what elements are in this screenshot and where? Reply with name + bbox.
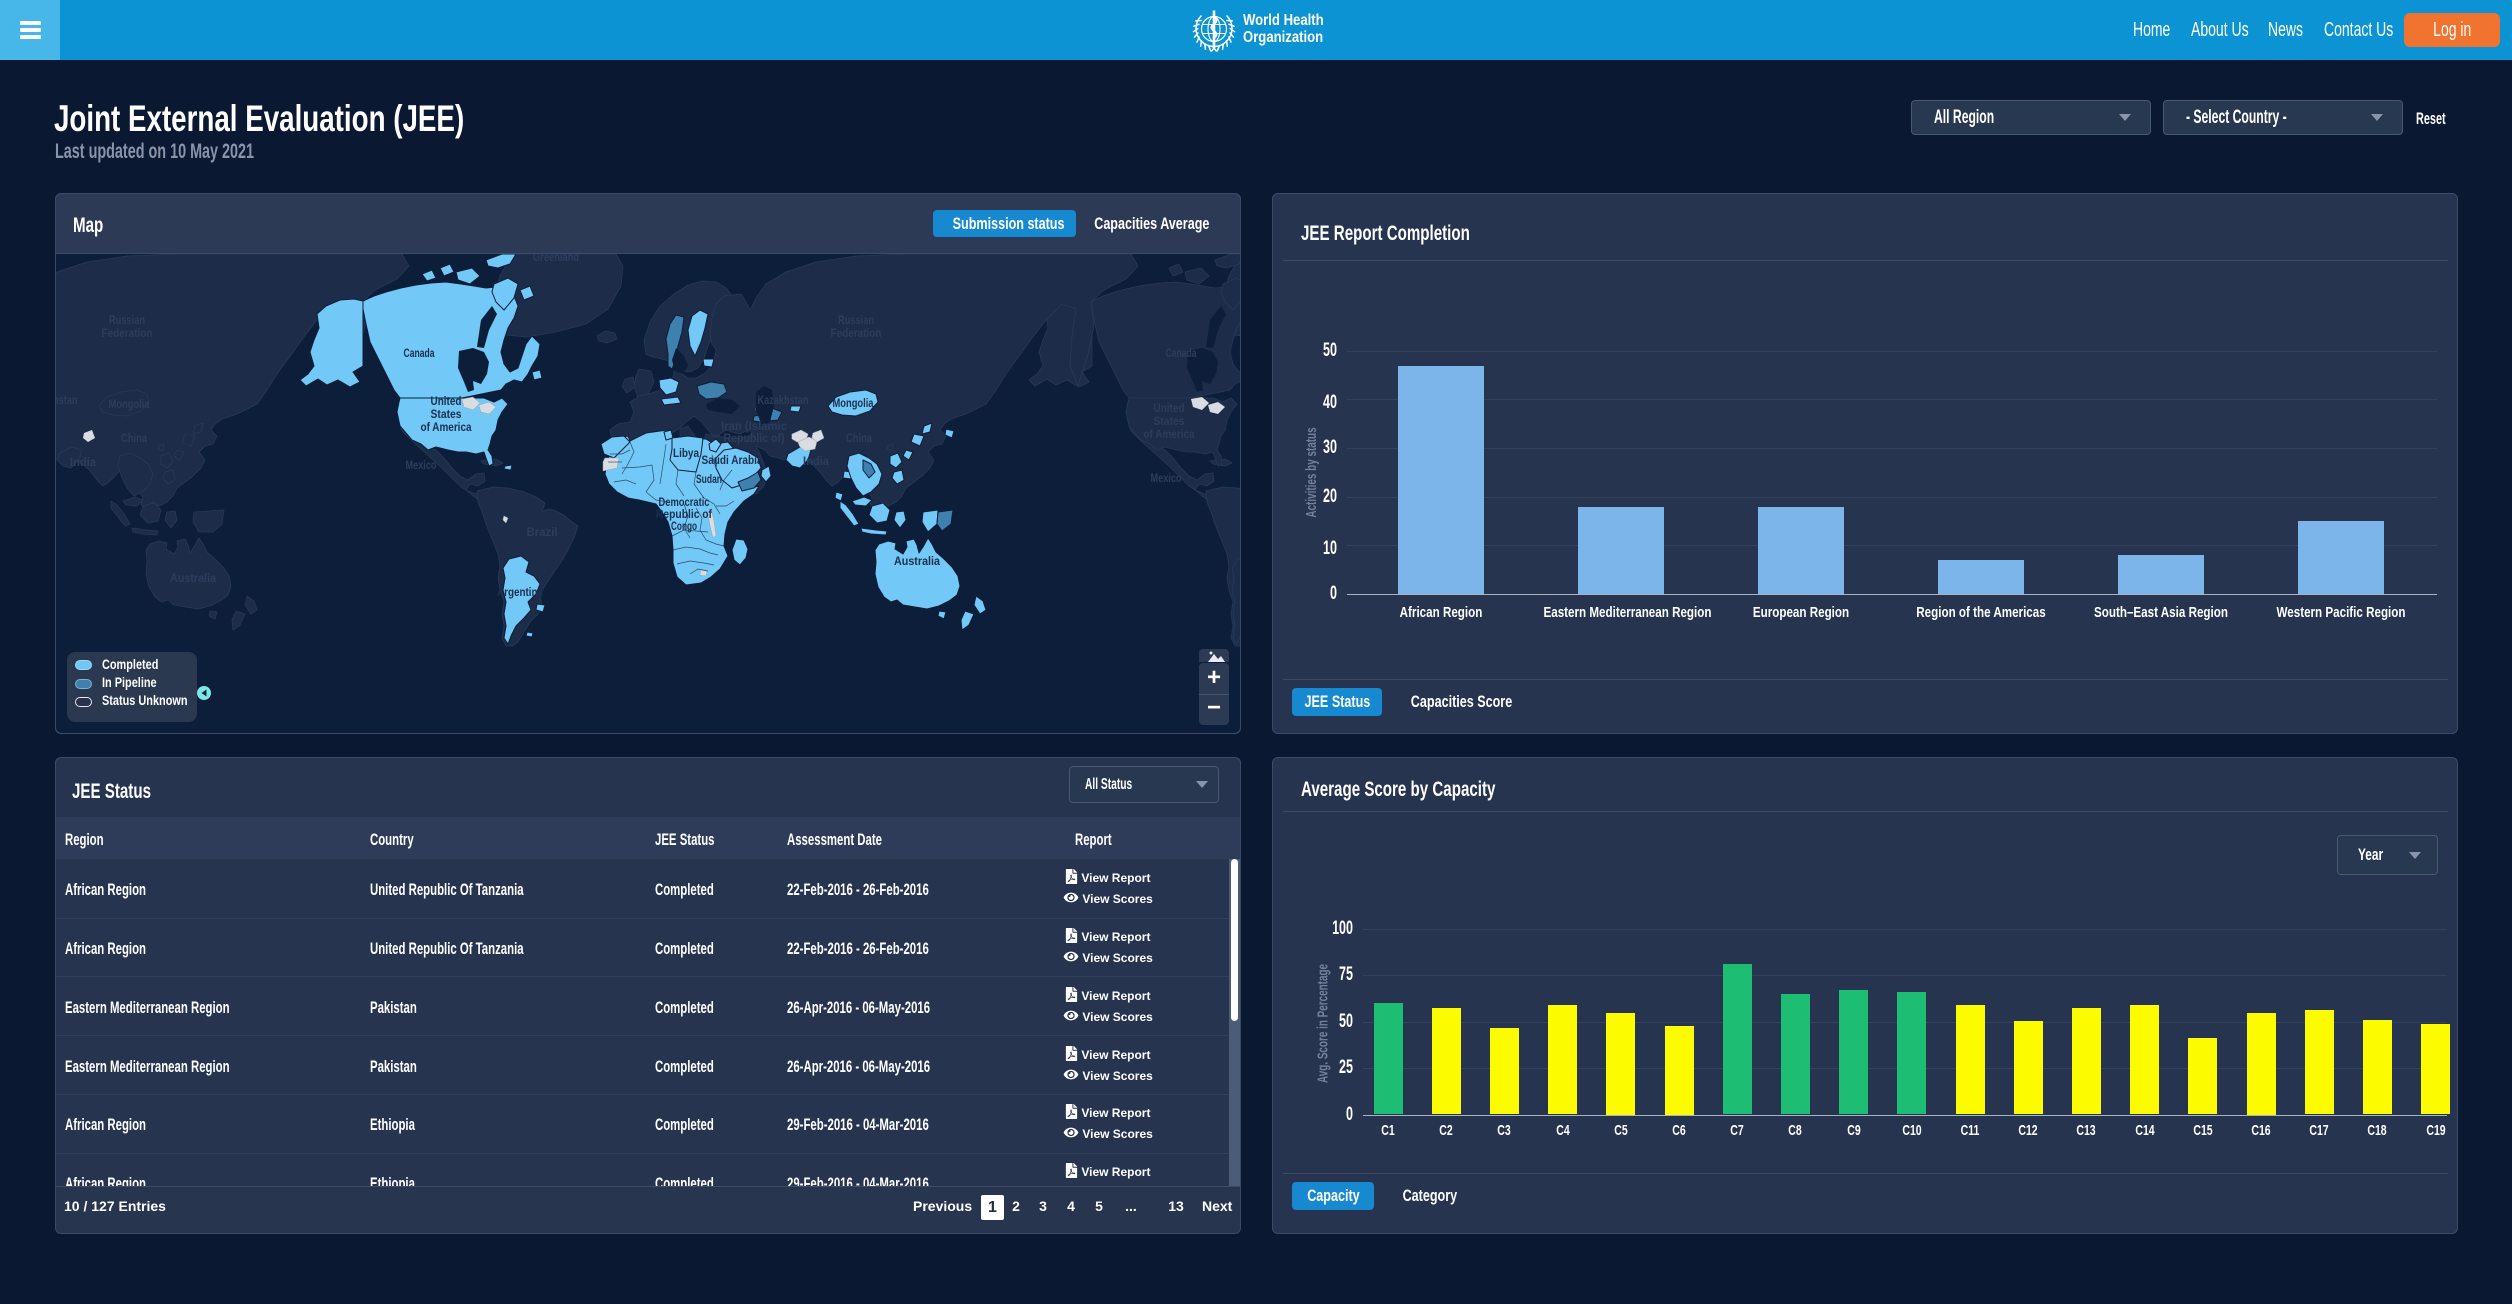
svg-text:Russian: Russian	[838, 315, 874, 327]
svg-text:Australia: Australia	[170, 573, 217, 585]
svg-text:Congo: Congo	[671, 521, 697, 533]
svg-text:Sudan: Sudan	[696, 474, 722, 486]
svg-text:States: States	[431, 409, 462, 421]
svg-text:Federation: Federation	[831, 328, 882, 340]
svg-text:China: China	[846, 433, 872, 445]
svg-text:Russian: Russian	[109, 315, 145, 327]
svg-text:Mexico: Mexico	[1151, 473, 1182, 485]
svg-text:Libya: Libya	[673, 448, 700, 460]
svg-text:States: States	[1154, 416, 1185, 428]
svg-text:of America: of America	[421, 422, 473, 434]
svg-text:Saudi Arabia: Saudi Arabia	[702, 455, 764, 467]
svg-text:Federation: Federation	[102, 328, 153, 340]
svg-text:Democratic: Democratic	[659, 497, 710, 509]
svg-text:Iran (Islamic: Iran (Islamic	[721, 421, 788, 433]
svg-text:Republic of: Republic of	[656, 509, 712, 521]
svg-text:Mongolia: Mongolia	[833, 398, 874, 410]
svg-text:Greenland: Greenland	[533, 254, 579, 264]
svg-text:Republic of): Republic of)	[724, 433, 785, 445]
svg-text:India: India	[70, 457, 97, 469]
svg-text:Mongolia: Mongolia	[109, 399, 150, 411]
svg-text:Kazakhstan: Kazakhstan	[758, 395, 809, 407]
svg-text:Canada: Canada	[404, 348, 435, 360]
svg-text:China: China	[121, 433, 147, 445]
svg-text:Kazakhstan: Kazakhstan	[56, 395, 78, 407]
svg-text:Mexico: Mexico	[406, 460, 437, 472]
svg-text:India: India	[803, 456, 830, 468]
svg-text:Brazil: Brazil	[527, 527, 558, 539]
svg-text:Argentina: Argentina	[497, 587, 544, 599]
svg-text:Australia: Australia	[894, 556, 941, 568]
svg-text:United: United	[1154, 403, 1185, 415]
svg-text:of America: of America	[1144, 429, 1196, 441]
svg-text:United: United	[431, 396, 462, 408]
svg-text:Canada: Canada	[1166, 348, 1197, 360]
